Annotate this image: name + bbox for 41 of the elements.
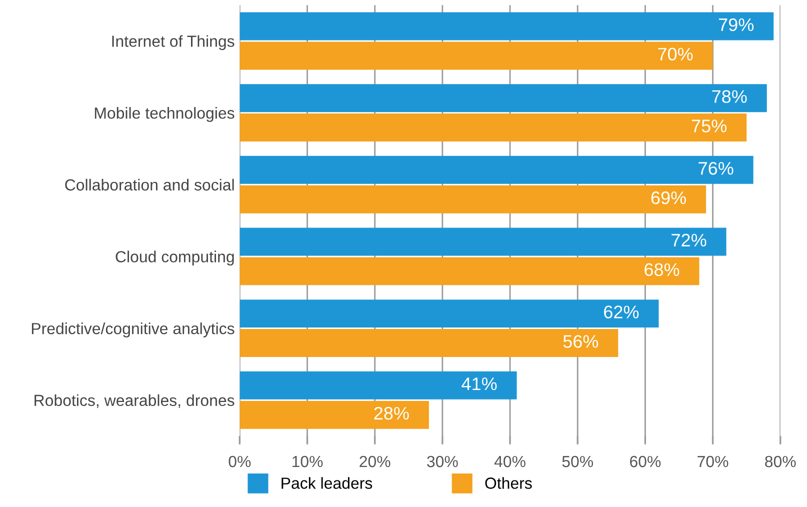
y-tick-label: Cloud computing	[116, 250, 234, 266]
bar	[240, 300, 659, 328]
y-tick-label: Predictive/cognitive analytics	[32, 322, 234, 338]
bar	[240, 228, 726, 256]
data-label: 78%	[712, 90, 747, 103]
x-tick-label: 50%	[562, 456, 594, 468]
data-label: 72%	[672, 234, 706, 247]
data-label: 41%	[462, 378, 497, 390]
x-tick-label: 70%	[698, 456, 728, 468]
bar	[240, 185, 706, 214]
data-label: 28%	[374, 406, 409, 420]
bar	[240, 84, 767, 112]
x-tick-label: 60%	[630, 456, 661, 468]
x-tick-label: 30%	[427, 456, 458, 468]
bar	[240, 371, 517, 400]
data-label: 75%	[692, 120, 727, 132]
bar	[240, 257, 700, 286]
y-tick-label: Robotics, wearables, drones	[34, 394, 234, 408]
bar	[240, 400, 429, 429]
bar	[240, 42, 713, 70]
bar	[240, 329, 618, 357]
bar	[240, 114, 747, 142]
data-label: 56%	[563, 335, 598, 348]
data-label: 68%	[644, 263, 680, 276]
data-label: 69%	[651, 191, 686, 204]
y-tick-label: Collaboration and social	[65, 178, 234, 191]
x-tick-label: 40%	[494, 456, 526, 468]
x-tick-label: 80%	[765, 456, 796, 468]
y-tick-label: Mobile technologies	[94, 107, 234, 122]
bar	[240, 12, 774, 40]
x-tick-label: 20%	[360, 456, 390, 468]
data-label: 76%	[698, 162, 734, 175]
data-label: 62%	[604, 306, 639, 318]
data-label: 79%	[718, 18, 754, 32]
y-tick-label: Internet of Things	[112, 35, 234, 50]
data-label: 70%	[658, 48, 693, 61]
bar	[240, 156, 754, 184]
x-tick-label: 0%	[228, 456, 251, 468]
x-tick-label: 10%	[292, 456, 323, 468]
legend-label: Others	[485, 477, 532, 489]
legend-label: Pack leaders	[282, 477, 372, 489]
